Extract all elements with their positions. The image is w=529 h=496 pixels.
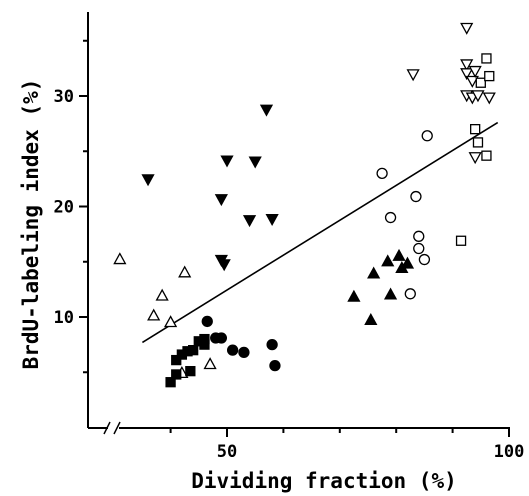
data-point-circle-open [384,211,397,224]
axes [79,12,510,437]
data-point-square-open [484,70,495,82]
data-point-triangle-up-filled [364,312,378,325]
data-point-triangle-up-open [164,315,178,328]
x-tick-label: 50 [217,442,237,462]
data-point-triangle-down-open [471,90,485,103]
data-point-circle-filled [201,315,213,328]
data-point-triangle-down-filled [248,156,262,169]
x-axis-label: Dividing fraction (%) [191,469,457,493]
data-point-triangle-down-open [460,68,474,81]
data-point-triangle-up-open [203,357,217,370]
regression-line-layer [141,121,499,344]
data-point-circle-open [376,167,388,180]
tick-labels: 10 20 30 50 100 [54,87,525,462]
data-point-circle-open [413,230,425,242]
data-point-circle-filled [269,359,281,372]
data-point-triangle-up-filled [367,266,381,279]
y-tick-label: 10 [54,308,74,328]
data-points [113,22,496,388]
data-point-circle-open [418,253,431,266]
data-point-square-filled [199,339,210,350]
data-point-square-filled [171,354,182,366]
y-axis-label: BrdU-labeling index (%) [19,79,43,370]
data-point-triangle-down-open [460,59,474,72]
data-point-triangle-down-filled [141,174,155,187]
data-point-triangle-down-filled [220,155,234,168]
data-point-triangle-down-open [468,65,482,78]
data-point-triangle-up-open [155,288,169,301]
data-point-circle-filled [266,338,278,351]
axis-break-mark [103,421,111,435]
data-point-square-open [455,235,467,246]
axis-break-mark [113,421,121,435]
data-point-triangle-up-filled [381,254,395,267]
regression-line [141,121,499,344]
data-point-triangle-down-open [465,75,479,88]
data-point-circle-open [410,190,422,203]
data-point-triangle-up-filled [383,287,398,300]
data-point-triangle-down-filled [214,194,228,207]
data-point-circle-open [404,288,416,300]
data-point-square-open [475,77,486,88]
data-point-triangle-down-open [468,152,482,165]
y-tick-label: 30 [54,87,74,107]
data-point-triangle-up-open [147,308,161,321]
data-point-square-filled [171,369,182,380]
data-point-square-filled [185,365,196,377]
data-point-circle-filled [226,344,239,356]
x-tick-label: 100 [494,442,525,462]
data-point-triangle-down-open [406,69,420,82]
data-point-square-open [481,53,492,64]
data-point-circle-filled [215,332,228,344]
data-point-square-open [470,124,481,135]
y-tick-label: 20 [54,198,74,218]
data-point-circle-open [421,130,433,142]
data-point-square-open [481,150,492,161]
data-point-triangle-down-filled [217,259,231,272]
data-point-triangle-down-filled [242,215,257,228]
data-point-triangle-up-filled [347,289,361,302]
data-point-triangle-down-open [482,92,496,105]
data-point-circle-open [413,242,425,255]
data-point-triangle-down-open [460,22,474,35]
data-point-circle-filled [238,346,250,359]
data-point-triangle-down-filled [259,104,274,117]
data-point-triangle-down-filled [265,214,279,227]
data-point-square-open [472,137,484,148]
data-point-triangle-up-filled [392,248,406,261]
data-point-square-filled [188,344,199,356]
data-point-triangle-up-open [178,265,192,278]
data-point-square-filled [165,377,176,388]
data-point-triangle-up-open [113,252,127,265]
data-point-triangle-up-filled [400,256,415,269]
